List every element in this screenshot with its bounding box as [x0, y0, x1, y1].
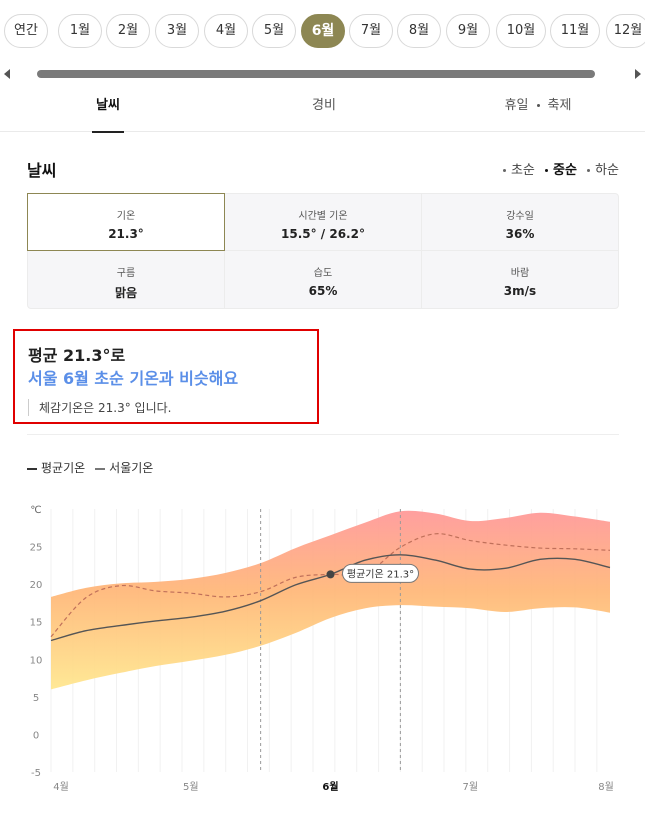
stat-temperature[interactable]: 기온 21.3° — [27, 193, 225, 251]
period-mid[interactable]: 중순 — [545, 163, 577, 178]
stat-hourly-temperature[interactable]: 시간별 기온 15.5° / 26.2° — [225, 194, 422, 251]
stat-value: 36% — [505, 227, 535, 241]
stat-label: 강수일 — [506, 211, 534, 222]
scroll-left-icon[interactable] — [4, 69, 10, 79]
y-tick-label: 20 — [30, 580, 43, 591]
scroll-thumb[interactable] — [37, 70, 595, 78]
month-chip-12[interactable]: 12월 — [606, 14, 645, 48]
tab-holidays-label: 휴일 — [504, 98, 529, 113]
content-tabs: 날씨 경비 휴일 축제 — [0, 84, 645, 133]
month-chip-7[interactable]: 7월 — [349, 14, 393, 48]
month-chip-10[interactable]: 10월 — [496, 14, 546, 48]
tab-holidays-festivals[interactable]: 휴일 축제 — [496, 84, 580, 132]
stat-value: 맑음 — [114, 286, 138, 300]
month-scrollbar[interactable] — [0, 66, 645, 82]
stat-value: 65% — [308, 284, 338, 298]
y-tick-label: 25 — [30, 543, 43, 554]
x-tick-label: 4월 — [53, 781, 69, 793]
temperature-range-band — [51, 510, 610, 690]
x-tick-label: 6월 — [322, 781, 338, 793]
month-chip-6[interactable]: 6월 — [301, 14, 345, 48]
period-early[interactable]: 초순 — [502, 163, 535, 178]
stat-label: 구름 — [116, 268, 136, 279]
summary-comparison: 서울 6월 초순 기온과 비슷해요 — [28, 369, 239, 388]
annotation-point — [326, 570, 335, 579]
stat-humidity[interactable]: 습도 65% — [225, 251, 422, 308]
stat-value: 21.3° — [108, 227, 144, 241]
month-selector: 연간 1월 2월 3월 4월 5월 6월 7월 8월 9월 10월 11월 12… — [4, 14, 645, 54]
y-tick-label: 10 — [30, 655, 43, 666]
separator-dot — [536, 104, 540, 107]
legend-seoul-label: 서울기온 — [109, 461, 154, 475]
legend-solid-line-icon — [27, 467, 37, 470]
tab-expenses[interactable]: 경비 — [312, 98, 336, 113]
stat-value: 15.5° / 26.2° — [281, 227, 365, 241]
y-tick-label: 0 — [33, 730, 39, 741]
stat-label: 시간별 기온 — [298, 211, 348, 222]
stat-rain-days[interactable]: 강수일 36% — [422, 194, 618, 251]
weather-stats-grid: 기온 21.3° 시간별 기온 15.5° / 26.2° 강수일 36% 구름… — [27, 193, 619, 309]
divider — [27, 434, 619, 435]
stat-clouds[interactable]: 구름 맑음 — [28, 251, 225, 308]
period-late[interactable]: 하순 — [587, 163, 619, 178]
temperature-chart: -5 0 5 10 15 20 25 ℃ 평균기온 21.3° 4월 5월 6월 7월 8월 — [30, 505, 614, 793]
month-chip-5[interactable]: 5월 — [252, 14, 296, 48]
y-tick-label: 5 — [33, 693, 39, 704]
legend-dashed-line-icon — [95, 467, 106, 470]
section-title: 날씨 — [27, 161, 57, 180]
chart-legend: 평균기온 서울기온 — [27, 459, 153, 476]
x-tick-label: 8월 — [598, 781, 614, 793]
y-axis-label: ℃ — [30, 505, 41, 516]
stat-label: 기온 — [116, 211, 136, 222]
tab-festivals-label: 축제 — [547, 98, 572, 113]
temperature-summary: 평균 21.3°로 서울 6월 초순 기온과 비슷해요 체감기온은 21.3° … — [13, 329, 319, 424]
month-chip-1[interactable]: 1월 — [58, 14, 102, 48]
legend-avg-label: 평균기온 — [41, 461, 86, 475]
summary-headline: 평균 21.3°로 — [28, 346, 126, 365]
stat-label: 바람 — [510, 268, 530, 279]
month-chip-annual[interactable]: 연간 — [4, 14, 48, 48]
month-chip-3[interactable]: 3월 — [155, 14, 199, 48]
month-chip-9[interactable]: 9월 — [446, 14, 490, 48]
y-tick-label: 15 — [30, 618, 43, 629]
scroll-right-icon[interactable] — [635, 69, 641, 79]
x-tick-label: 7월 — [462, 781, 478, 793]
tab-weather[interactable]: 날씨 — [92, 84, 124, 133]
annotation-bubble — [342, 563, 419, 583]
y-tick-label: -5 — [31, 768, 41, 779]
annotation-label: 평균기온 21.3° — [347, 568, 414, 580]
month-chip-4[interactable]: 4월 — [204, 14, 248, 48]
feels-like-note: 체감기온은 21.3° 입니다. — [28, 399, 171, 416]
stat-value: 3m/s — [503, 284, 537, 298]
month-chip-2[interactable]: 2월 — [106, 14, 150, 48]
stat-label: 습도 — [313, 268, 333, 279]
x-tick-label: 5월 — [183, 781, 199, 793]
month-chip-8[interactable]: 8월 — [397, 14, 441, 48]
period-selector: 초순 중순 하순 — [497, 159, 619, 178]
stat-wind[interactable]: 바람 3m/s — [422, 251, 618, 308]
month-chip-11[interactable]: 11월 — [550, 14, 600, 48]
